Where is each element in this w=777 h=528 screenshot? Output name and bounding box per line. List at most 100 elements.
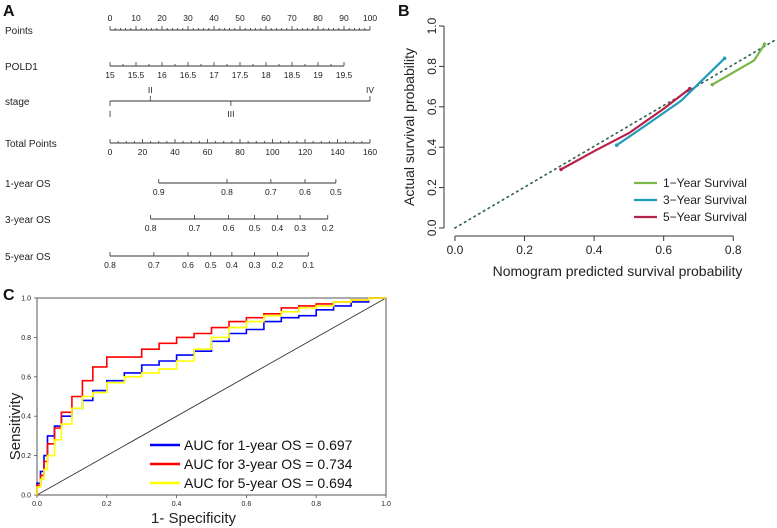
calibration-x-tick-label: 0.4 — [586, 243, 603, 257]
os-tick-label: 0.6 — [182, 260, 194, 270]
total-points-tick-label: 100 — [265, 147, 279, 157]
stage-tick-label: IV — [366, 85, 374, 95]
total-points-tick-label: 160 — [363, 147, 377, 157]
total-points-tick-label: 40 — [170, 147, 180, 157]
calibration-legend-label: 1−Year Survival — [663, 176, 747, 190]
pold1-tick-label: 17.5 — [232, 70, 249, 80]
os-tick-label: 0.4 — [226, 260, 238, 270]
pold1-tick-label: 16 — [157, 70, 167, 80]
os-tick-label: 0.5 — [205, 260, 217, 270]
os-tick-label: 0.2 — [271, 260, 283, 270]
os-tick-label: 0.6 — [299, 187, 311, 197]
roc-y-title: Sensitivity — [7, 392, 24, 460]
panel-letter-b: B — [398, 3, 410, 20]
os-tick-label: 0.7 — [189, 223, 201, 233]
panel-letter-a: A — [3, 3, 15, 20]
calibration-y-title: Actual survival probability — [401, 48, 417, 206]
calibration-legend-label: 3−Year Survival — [663, 193, 747, 207]
points-tick-label: 20 — [157, 13, 167, 23]
total-points-tick-label: 80 — [235, 147, 245, 157]
nomogram-row-label: 1-year OS — [5, 179, 51, 190]
stage-tick-label: II — [148, 85, 153, 95]
roc-legend-label: AUC for 5-year OS = 0.694 — [184, 475, 353, 491]
calibration-series-endpoint — [687, 86, 692, 91]
calibration-y-tick-label: 0.6 — [425, 98, 439, 115]
nomogram-row-label: stage — [5, 97, 30, 108]
roc-x-tick-label: 1.0 — [381, 501, 391, 508]
calibration-y-tick-label: 0.2 — [425, 179, 439, 196]
total-points-tick-label: 20 — [138, 147, 148, 157]
os-tick-label: 0.5 — [249, 223, 261, 233]
total-points-tick-label: 140 — [330, 147, 344, 157]
points-tick-label: 80 — [313, 13, 323, 23]
nomogram-row-label: 5-year OS — [5, 252, 51, 263]
roc-x-tick-label: 0.2 — [102, 501, 112, 508]
nomogram-row-label: Total Points — [5, 139, 57, 150]
roc-y-tick-label: 0.4 — [21, 414, 31, 421]
points-tick-label: 90 — [339, 13, 349, 23]
calibration-y-tick-label: 0.4 — [425, 139, 439, 156]
roc-x-tick-label: 0.4 — [172, 501, 182, 508]
roc-x-tick-label: 0.0 — [32, 501, 42, 508]
nomogram-row-label: Points — [5, 26, 33, 37]
os-tick-label: 0.8 — [104, 260, 116, 270]
calibration-y-tick-label: 0.8 — [425, 58, 439, 75]
calibration-legend-label: 5−Year Survival — [663, 210, 747, 224]
points-tick-label: 100 — [363, 13, 377, 23]
os-tick-label: 0.7 — [148, 260, 160, 270]
stage-tick-label: III — [227, 109, 234, 119]
os-tick-label: 0.8 — [145, 223, 157, 233]
os-tick-label: 0.6 — [223, 223, 235, 233]
nomogram-row-label: POLD1 — [5, 62, 38, 73]
points-tick-label: 40 — [209, 13, 219, 23]
calibration-series-endpoint — [762, 42, 767, 47]
calibration-series-startpoint — [559, 167, 563, 172]
calibration-series-line — [616, 57, 726, 147]
pold1-tick-label: 19.5 — [336, 70, 353, 80]
total-points-tick-label: 0 — [108, 147, 113, 157]
nomogram-panel: Points POLD1 stage Total Points 1-year OS 3-y… — [5, 13, 377, 270]
roc-plot-frame — [36, 297, 387, 496]
roc-y-tick-label: 0.6 — [21, 374, 31, 381]
points-tick-label: 60 — [261, 13, 271, 23]
os-tick-label: 0.7 — [265, 187, 277, 197]
stage-tick-label: I — [109, 109, 111, 119]
calibration-series-startpoint — [614, 143, 619, 147]
pold1-tick-label: 18 — [261, 70, 271, 80]
os-tick-label: 0.4 — [271, 223, 283, 233]
roc-y-tick-label: 0.0 — [21, 493, 31, 500]
calibration-x-tick-label: 0.8 — [725, 243, 742, 257]
roc-panel: 0.0 0.2 0.4 0.6 0.8 1.0 0.0 0.2 0.4 0.6 0.8 1.0 1- S… — [7, 296, 391, 528]
roc-y-tick-label: 1.0 — [21, 296, 31, 303]
os-tick-label: 0.3 — [294, 223, 306, 233]
calibration-x-tick-label: 0.2 — [516, 243, 533, 257]
pold1-tick-label: 15.5 — [128, 70, 145, 80]
roc-curve — [36, 297, 386, 495]
points-tick-label: 0 — [108, 13, 113, 23]
calibration-series-line — [711, 43, 766, 86]
calibration-y-tick-label: 0.0 — [425, 219, 439, 236]
panel-letter-c: C — [3, 287, 15, 304]
os-tick-label: 0.8 — [221, 187, 233, 197]
os-tick-label: 0.2 — [322, 223, 334, 233]
pold1-tick-label: 16.5 — [180, 70, 197, 80]
os-tick-label: 0.3 — [249, 260, 261, 270]
points-tick-label: 30 — [183, 13, 193, 23]
roc-legend-label: AUC for 1-year OS = 0.697 — [184, 437, 353, 453]
pold1-tick-label: 19 — [313, 70, 323, 80]
os-tick-label: 0.5 — [330, 187, 342, 197]
calibration-series-startpoint — [710, 82, 715, 87]
pold1-tick-label: 18.5 — [284, 70, 301, 80]
total-points-tick-label: 60 — [203, 147, 213, 157]
roc-x-tick-label: 0.6 — [242, 501, 252, 508]
roc-legend-label: AUC for 3-year OS = 0.734 — [184, 456, 353, 472]
roc-y-tick-label: 0.2 — [21, 453, 31, 460]
pold1-tick-label: 15 — [105, 70, 115, 80]
points-tick-label: 70 — [287, 13, 297, 23]
calibration-panel: 0.0 0.2 0.4 0.6 0.8 0.0 0.2 0.4 0.6 0.8 1.0 Nomogra… — [401, 17, 776, 279]
calibration-reference-line — [454, 39, 776, 229]
roc-x-title: 1- Specificity — [151, 510, 237, 527]
calibration-y-tick-label: 1.0 — [425, 17, 439, 34]
points-tick-label: 10 — [131, 13, 141, 23]
